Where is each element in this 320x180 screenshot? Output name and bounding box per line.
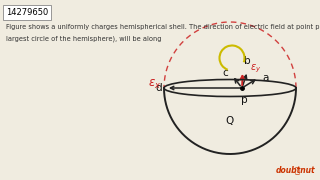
Text: c: c xyxy=(222,68,228,78)
Text: largest circle of the hemisphere), will be along: largest circle of the hemisphere), will … xyxy=(6,36,162,42)
Text: Q: Q xyxy=(226,116,234,126)
Text: doubtnut: doubtnut xyxy=(276,166,315,175)
Text: $\varepsilon_y$: $\varepsilon_y$ xyxy=(250,63,261,75)
Text: p: p xyxy=(241,95,247,105)
Text: d: d xyxy=(156,83,162,93)
Text: Figure shows a uniformly charges hemispherical shell. The direction of electric : Figure shows a uniformly charges hemisph… xyxy=(6,23,320,30)
Text: b: b xyxy=(244,56,251,66)
Text: a: a xyxy=(263,73,269,83)
Text: $\varepsilon_x$: $\varepsilon_x$ xyxy=(148,77,162,91)
Text: ⓓ: ⓓ xyxy=(295,166,300,175)
Text: 14279650: 14279650 xyxy=(6,8,48,17)
